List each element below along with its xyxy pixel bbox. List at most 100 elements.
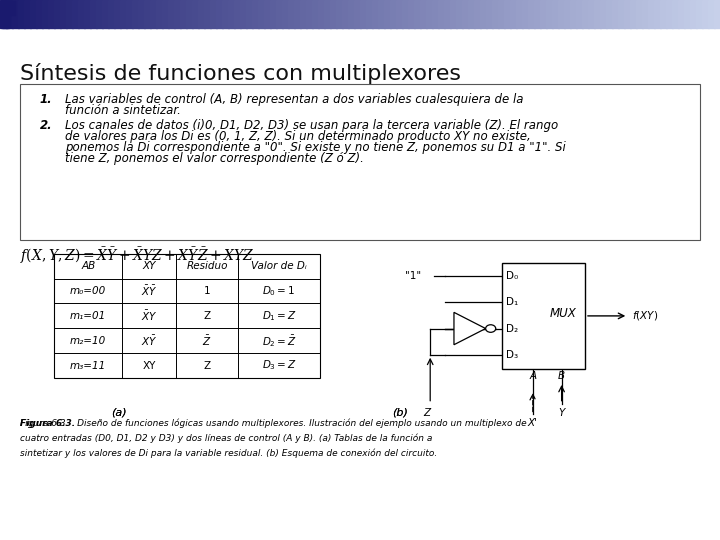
Bar (503, 264, 585, 368)
Bar (390, 0, 397, 28)
Bar (12, 0, 19, 28)
Text: Z: Z (204, 361, 210, 370)
Bar (714, 0, 720, 28)
Bar (2, 17, 9, 28)
Text: $\bar{X}Y$: $\bar{X}Y$ (141, 309, 158, 323)
Bar (168, 0, 175, 28)
Bar (672, 0, 679, 28)
Text: B: B (558, 372, 565, 381)
Bar (462, 0, 469, 28)
Text: Y: Y (559, 408, 564, 418)
Bar (642, 0, 649, 28)
Bar (102, 0, 109, 28)
Bar (456, 0, 463, 28)
Text: Z: Z (204, 311, 210, 321)
Text: XY: XY (143, 261, 156, 271)
Bar (42, 0, 49, 28)
Bar (84, 0, 91, 28)
Text: (a): (a) (111, 408, 127, 418)
Bar (6, 0, 13, 28)
Bar (504, 0, 510, 28)
Text: (b): (b) (392, 408, 408, 418)
Text: (a): (a) (111, 408, 127, 418)
Bar (270, 0, 276, 28)
Bar (690, 0, 697, 28)
Bar (264, 0, 271, 28)
Bar (636, 0, 643, 28)
Bar (78, 0, 85, 28)
Bar (468, 0, 474, 28)
Text: XY: XY (143, 361, 156, 370)
Bar (684, 0, 690, 28)
Bar (132, 0, 139, 28)
Bar (498, 0, 505, 28)
Bar (528, 0, 535, 28)
Bar (384, 0, 391, 28)
Bar (120, 0, 127, 28)
Bar (24, 0, 31, 28)
Bar (294, 0, 301, 28)
Text: $\bar{X}\bar{Y}$: $\bar{X}\bar{Y}$ (141, 284, 158, 298)
Bar (276, 0, 283, 28)
Bar (612, 0, 618, 28)
Text: $D_1=Z$: $D_1=Z$ (261, 309, 297, 323)
Bar (192, 0, 199, 28)
Bar (414, 0, 420, 28)
Bar (708, 0, 715, 28)
Bar (474, 0, 481, 28)
Bar (372, 0, 379, 28)
Bar (324, 0, 330, 28)
Bar (258, 0, 265, 28)
Bar (486, 0, 492, 28)
Bar (48, 0, 55, 28)
Bar (114, 0, 121, 28)
Text: m₃=11: m₃=11 (70, 361, 107, 370)
Bar (666, 0, 672, 28)
Text: Las variables de control (A, B) representan a dos variables cualesquiera de la: Las variables de control (A, B) represen… (65, 93, 523, 106)
Bar (426, 0, 433, 28)
Text: D₃: D₃ (505, 350, 518, 360)
Bar (144, 0, 150, 28)
Text: $D_0=1$: $D_0=1$ (262, 284, 296, 298)
Text: D₁: D₁ (505, 297, 518, 307)
Bar (222, 0, 229, 28)
Text: Valor de Dᵢ: Valor de Dᵢ (251, 261, 307, 271)
Text: función a sintetizar.: función a sintetizar. (65, 104, 181, 117)
Bar (432, 0, 438, 28)
Bar (318, 0, 325, 28)
Text: A: A (529, 372, 536, 381)
Bar (174, 0, 181, 28)
Text: m₂=10: m₂=10 (70, 336, 107, 346)
Bar (558, 0, 564, 28)
Bar (138, 0, 145, 28)
Bar (696, 0, 703, 28)
Bar (510, 0, 517, 28)
Circle shape (485, 325, 496, 332)
Text: "1": "1" (405, 271, 421, 281)
Bar (162, 0, 168, 28)
Text: AB: AB (81, 261, 95, 271)
Text: X': X' (528, 418, 538, 428)
Text: $X\bar{Y}$: $X\bar{Y}$ (141, 334, 158, 348)
Text: $f(XY)$: $f(XY)$ (632, 309, 658, 322)
Text: m₁=01: m₁=01 (70, 311, 107, 321)
Text: tiene Z, ponemos el valor correspondiente (Z̄ ó Z).: tiene Z, ponemos el valor correspondient… (65, 152, 364, 165)
Bar (18, 0, 24, 28)
Text: 1: 1 (204, 286, 210, 296)
Bar (564, 0, 571, 28)
Bar (624, 0, 631, 28)
Bar (252, 0, 258, 28)
Bar (348, 0, 355, 28)
Bar (420, 0, 427, 28)
Text: m₀=00: m₀=00 (70, 286, 107, 296)
Bar (228, 0, 235, 28)
Text: MUX: MUX (549, 307, 576, 320)
Bar (156, 0, 163, 28)
Bar (2, 1, 15, 16)
Text: Residuo: Residuo (186, 261, 228, 271)
Bar (546, 0, 553, 28)
Text: ponemos la Di correspondiente a "0". Si existe y no tiene Z, ponemos su D1 a "1": ponemos la Di correspondiente a "0". Si … (65, 141, 565, 154)
Text: Figura 6.3.   Diseño de funciones lógicas usando multiplexores. Ilustración del : Figura 6.3. Diseño de funciones lógicas … (20, 418, 527, 428)
Bar (354, 0, 361, 28)
Bar (540, 0, 546, 28)
